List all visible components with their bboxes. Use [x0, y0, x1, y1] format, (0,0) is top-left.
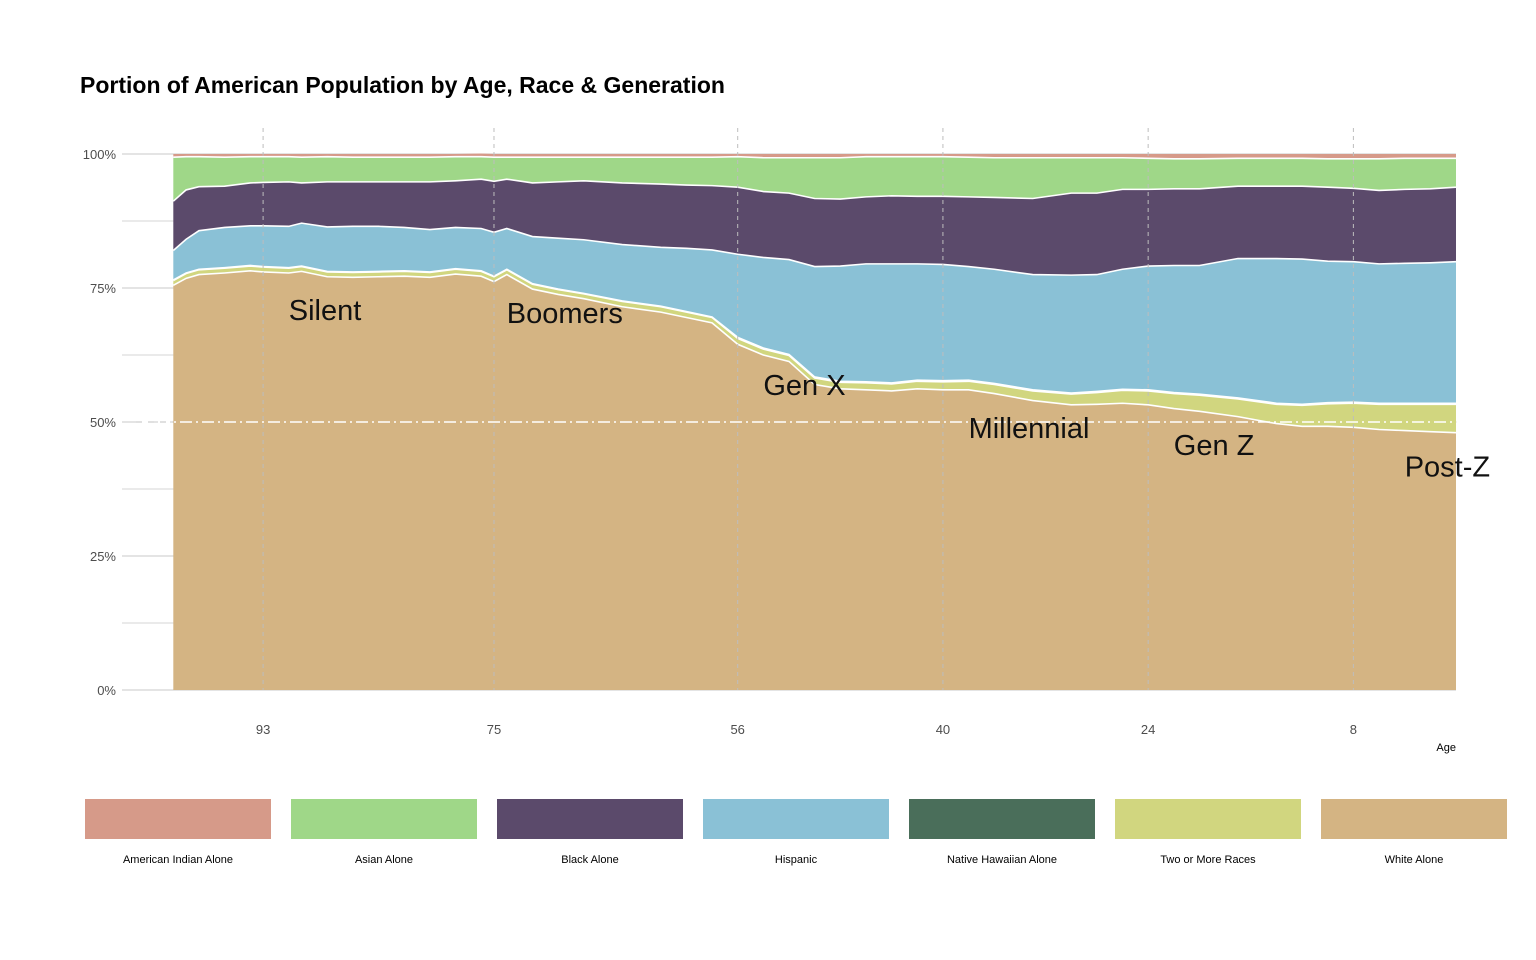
y-tick-label: 100%	[83, 147, 117, 162]
y-tick-label: 0%	[97, 683, 116, 698]
legend-item-asian-alone: Asian Alone	[291, 799, 477, 866]
generation-label: Post-Z	[1405, 452, 1490, 484]
x-axis-title: Age	[1436, 742, 1456, 754]
legend-label: Asian Alone	[354, 854, 414, 866]
series-separator-line	[172, 264, 1456, 406]
x-tick-label: 93	[256, 722, 270, 737]
legend-item-hispanic: Hispanic	[703, 799, 889, 866]
generation-label: Millennial	[969, 413, 1090, 445]
legend-label: Hispanic	[774, 854, 818, 866]
legend-item-american-indian-alone: American Indian Alone	[85, 799, 271, 866]
series-separator-line	[172, 270, 1457, 434]
area-asian-alone	[173, 156, 1456, 202]
legend-swatch	[1115, 799, 1301, 839]
legend-item-black-alone: Black Alone	[497, 799, 683, 866]
legend-label: White Alone	[1384, 854, 1444, 866]
chart-title: Portion of American Population by Age, R…	[80, 72, 725, 98]
x-tick-label: 8	[1350, 722, 1357, 737]
generation-label: Gen Z	[1174, 430, 1255, 462]
y-tick-label: 25%	[90, 549, 116, 564]
x-tick-label: 40	[936, 722, 950, 737]
x-tick-label: 24	[1141, 722, 1155, 737]
series-separator-line	[172, 222, 1457, 276]
legend-swatch	[85, 799, 271, 839]
legend-label: Black Alone	[561, 854, 619, 866]
series-separator-line	[173, 155, 1456, 160]
generation-label: Silent	[289, 295, 362, 327]
legend-label: Two or More Races	[1160, 854, 1256, 866]
legend-item-two-or-more-races: Two or More Races	[1115, 799, 1301, 866]
legend-swatch	[1321, 799, 1507, 839]
legend-swatch	[291, 799, 477, 839]
x-tick-label: 56	[730, 722, 744, 737]
legend-label: American Indian Alone	[122, 854, 234, 866]
legend-swatch	[909, 799, 1095, 839]
y-tick-label: 50%	[90, 415, 116, 430]
legend-item-native-hawaiian-alone: Native Hawaiian Alone	[909, 799, 1095, 866]
generation-label: Gen X	[763, 370, 845, 402]
legend-item-white-alone: White Alone	[1321, 799, 1507, 866]
generation-label: Boomers	[507, 298, 623, 330]
legend-label: Native Hawaiian Alone	[946, 854, 1058, 866]
series-separator-line	[172, 178, 1457, 202]
legend-swatch	[497, 799, 683, 839]
x-tick-label: 75	[487, 722, 501, 737]
legend-swatch	[703, 799, 889, 839]
y-tick-label: 75%	[90, 281, 116, 296]
